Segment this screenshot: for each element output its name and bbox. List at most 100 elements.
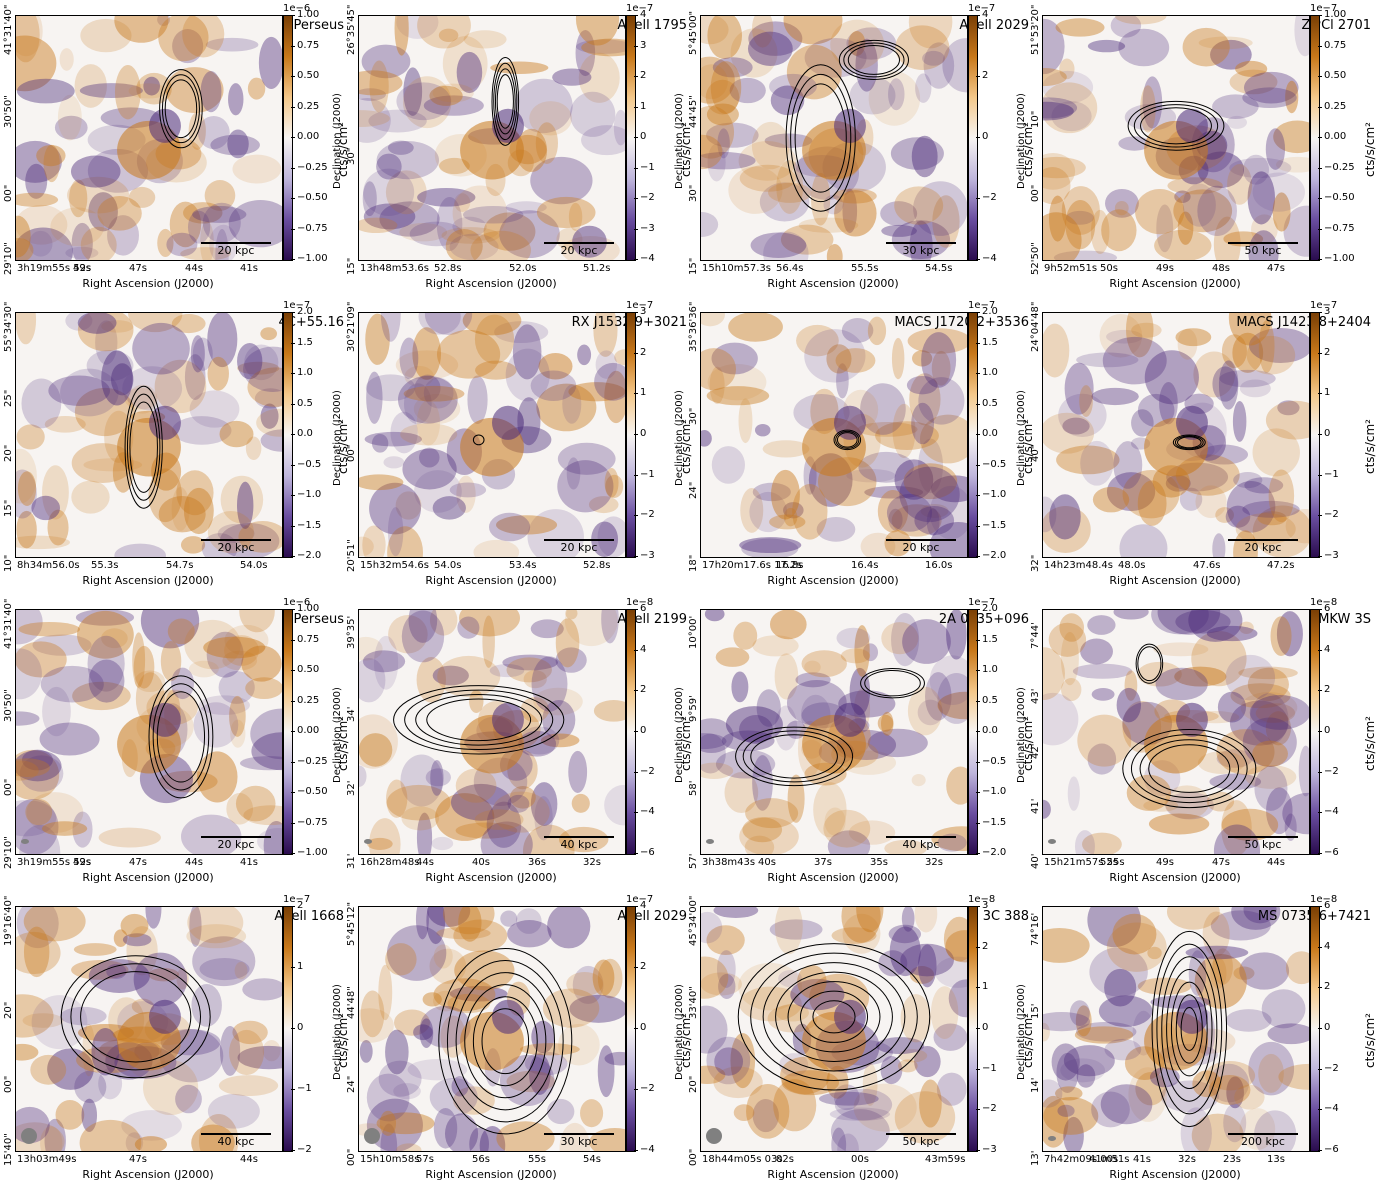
excess-blob <box>97 196 142 231</box>
colorbar-tick-label: 1.5 <box>297 337 313 348</box>
colorbar-tick-label: 0.25 <box>297 695 320 706</box>
x-axis-label: Right Ascension (J2000) <box>767 277 899 290</box>
excess-blob <box>518 730 557 757</box>
excess-blob <box>366 1073 410 1122</box>
colorbar-tick-label: −2 <box>640 509 655 520</box>
colorbar-tick <box>291 823 295 824</box>
excess-blob <box>836 363 849 399</box>
colorbar <box>626 15 636 261</box>
excess-blob <box>1235 513 1296 545</box>
excess-blob <box>559 1122 591 1151</box>
excess-blob <box>101 320 134 333</box>
excess-blob <box>564 610 618 647</box>
excess-blob <box>1210 910 1271 941</box>
excess-blob <box>72 811 93 848</box>
excess-blob <box>359 536 374 557</box>
excess-blob <box>113 929 128 948</box>
excess-blob <box>21 378 62 429</box>
colorbar-tick <box>976 1028 980 1029</box>
colorbar-tick-label: 2 <box>1324 347 1331 358</box>
excess-blob <box>1247 667 1289 702</box>
excess-blob <box>101 628 128 649</box>
excess-blob <box>23 907 86 942</box>
excess-blob <box>390 411 418 454</box>
excess-blob <box>435 793 495 841</box>
excess-blob <box>1212 94 1259 119</box>
excess-blob <box>16 204 68 245</box>
x-tick-label: 47.6s <box>1193 560 1221 571</box>
excess-blob <box>18 621 80 637</box>
excess-blob <box>908 16 953 49</box>
x-tick-label: 00s <box>851 1154 869 1165</box>
excess-blob <box>31 495 61 521</box>
colorbar-tick <box>634 229 638 230</box>
y-tick-label: 15'40" <box>3 1133 14 1166</box>
excess-blob <box>82 1024 96 1077</box>
radio-contour <box>124 385 163 509</box>
colorbar-tick-label: 1 <box>1324 387 1331 398</box>
x-tick-label: 49s <box>1156 263 1174 274</box>
excess-blob <box>1131 409 1154 437</box>
colorbar-tick-label: 0 <box>640 725 647 736</box>
source-label: MACS J1423.8+2404 <box>1236 315 1371 330</box>
excess-blob <box>1282 792 1309 835</box>
excess-blob <box>1212 366 1238 402</box>
colorbar-tick <box>1318 1109 1322 1110</box>
excess-blob <box>709 366 725 405</box>
colorbar-tick-label: 0.75 <box>297 40 320 51</box>
y-tick-label: 15" <box>688 257 699 275</box>
excess-blob <box>1218 360 1239 410</box>
excess-blob <box>365 313 390 365</box>
colorbar-tick <box>1318 556 1322 557</box>
colorbar-tick <box>1318 1150 1322 1151</box>
x-tick-label: 16.0s <box>925 560 953 571</box>
colorbar-tick <box>291 670 295 671</box>
excess-blob <box>42 465 69 520</box>
excess-blob <box>128 186 156 208</box>
colorbar-tick-label: 0.25 <box>297 101 320 112</box>
colorbar-tick <box>291 640 295 641</box>
excess-blob <box>1226 115 1248 129</box>
colorbar-tick <box>634 76 638 77</box>
excess-blob <box>16 749 60 800</box>
colorbar <box>626 906 636 1152</box>
colorbar-tick <box>976 15 980 16</box>
excess-blob <box>912 350 933 367</box>
excess-blob <box>1182 27 1230 67</box>
excess-blob <box>1075 1005 1092 1037</box>
radio-contour <box>164 79 198 139</box>
scale-bar <box>544 539 614 541</box>
excess-blob <box>1076 1064 1096 1088</box>
excess-blob <box>752 635 799 657</box>
excess-blob <box>505 348 550 402</box>
excess-blob <box>769 610 807 640</box>
colorbar-tick <box>1318 690 1322 691</box>
excess-blob <box>87 635 125 692</box>
excess-blob <box>449 985 508 1002</box>
excess-blob <box>1043 152 1076 190</box>
excess-blob <box>728 166 783 214</box>
x-tick-label: 49s <box>73 857 91 868</box>
excess-blob <box>363 168 415 216</box>
excess-blob <box>894 1091 956 1144</box>
x-tick-label: 47.2s <box>1267 560 1295 571</box>
x-tick-label: 44s <box>240 1154 258 1165</box>
colorbar-tick <box>976 373 980 374</box>
colorbar-tick-label: −1.0 <box>982 489 1007 500</box>
excess-blob <box>210 134 260 156</box>
excess-blob <box>1233 472 1263 489</box>
excess-blob <box>780 224 834 255</box>
panel-12: Abell 1668 40 kpc 1e−7 2 1 0 −1 −2 cts/s/cm² 19°1… <box>3 894 350 1191</box>
excess-blob <box>16 35 57 92</box>
excess-blob <box>1243 71 1299 104</box>
excess-blob <box>378 1060 422 1097</box>
excess-blob <box>899 466 960 523</box>
panel-9: Abell 2199 40 kpc 1e−8 6 4 2 0 −2 −4 −6 cts/s/cm² 3… <box>332 597 693 894</box>
excess-blob <box>16 448 37 504</box>
x-tick-label: 13s <box>1267 1154 1285 1165</box>
excess-blob <box>787 774 805 823</box>
excess-blob <box>752 1099 779 1133</box>
excess-blob <box>1087 39 1126 53</box>
excess-blob <box>894 459 934 500</box>
colorbar-tick <box>291 343 295 344</box>
